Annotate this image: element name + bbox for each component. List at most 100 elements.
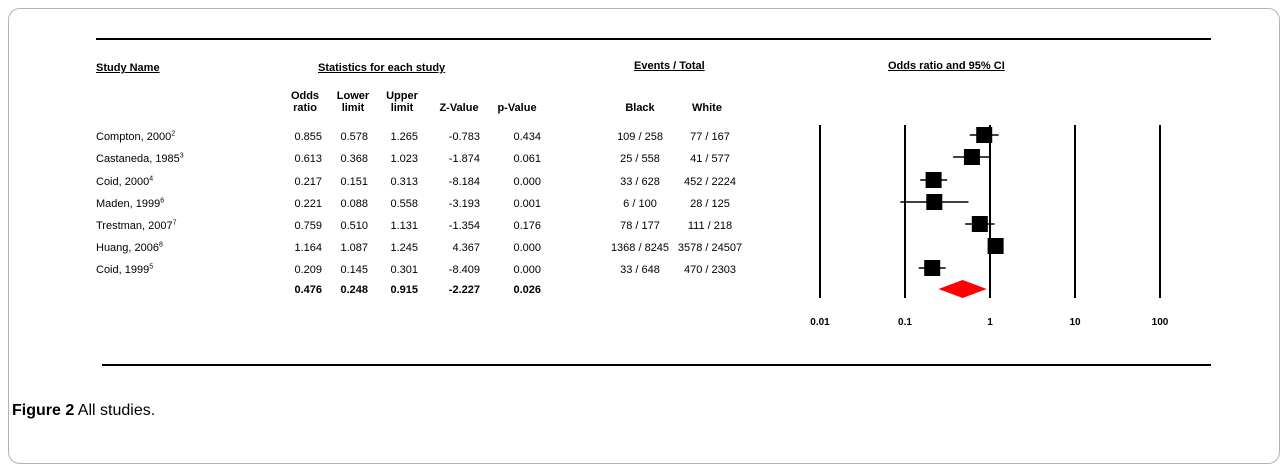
odds-ratio-marker — [925, 172, 942, 188]
odds-ratio-ci-header: Odds ratio and 95% CI — [888, 60, 1005, 72]
caption-text: All studies — [77, 402, 151, 419]
col-white: White — [692, 102, 722, 114]
study-upper-value: 1.265 — [390, 131, 418, 143]
study-white-value: 77 / 167 — [690, 131, 730, 143]
odds-ratio-marker — [971, 216, 988, 232]
study-upper-value: 0.301 — [390, 264, 418, 276]
study-white-value: 470 / 2303 — [684, 264, 736, 276]
x-tick-label: 0.1 — [898, 317, 912, 328]
study-z-value: -8.184 — [448, 176, 480, 188]
study-p-value: 0.434 — [513, 131, 541, 143]
study-black-value: 33 / 648 — [620, 264, 660, 276]
study-reference: 4 — [149, 175, 154, 183]
col-lower-line1: Lower — [336, 90, 370, 102]
study-name-text: Coid, 1999 — [96, 264, 150, 276]
study-upper-value: 1.023 — [390, 153, 418, 165]
study-upper-value: 1.131 — [390, 220, 418, 232]
study-or-value: 1.164 — [294, 242, 322, 254]
study-p-value: 0.000 — [513, 242, 541, 254]
study-p-value: 0.000 — [513, 264, 541, 276]
odds-ratio-marker — [926, 194, 943, 210]
study-upper-value: 1.245 — [390, 242, 418, 254]
summary-or: 0.476 — [294, 284, 322, 296]
study-black-value: 78 / 177 — [620, 220, 660, 232]
odds-ratio-marker — [963, 149, 980, 165]
col-z-value: Z-Value — [439, 102, 479, 114]
summary-lower: 0.248 — [340, 284, 368, 296]
summary-diamond — [938, 280, 987, 298]
study-or-value: 0.759 — [294, 220, 322, 232]
study-lower-value: 1.087 — [340, 242, 368, 254]
study-lower-value: 0.510 — [340, 220, 368, 232]
study-name: Maden, 19996 — [96, 197, 164, 210]
study-reference: 8 — [159, 241, 163, 249]
study-white-value: 452 / 2224 — [684, 176, 736, 188]
forest-plot: 0.01 0.1 1 10 100 — [810, 125, 1169, 328]
col-lower-limit: Lower limit — [332, 90, 374, 114]
study-name-header: Study Name — [96, 62, 160, 74]
study-p-value: 0.176 — [513, 220, 541, 232]
study-upper-value: 0.558 — [390, 198, 418, 210]
study-lower-value: 0.088 — [340, 198, 368, 210]
study-name: Compton, 20002 — [96, 130, 176, 143]
study-black-value: 109 / 258 — [617, 131, 663, 143]
x-tick-label: 1 — [987, 317, 993, 328]
study-name-text: Compton, 2000 — [96, 131, 172, 143]
study-reference: 2 — [171, 130, 176, 138]
study-z-value: -3.193 — [448, 198, 480, 210]
study-reference: 5 — [149, 263, 154, 271]
study-reference: 3 — [179, 152, 184, 160]
study-name-text: Huang, 2006 — [96, 242, 159, 254]
col-upper-line1: Upper — [386, 90, 418, 102]
study-black-value: 25 / 558 — [620, 153, 660, 165]
caption-figure-label: Figure 2 — [12, 402, 75, 419]
figure-frame — [8, 8, 1280, 464]
col-lower-line2: limit — [341, 102, 365, 114]
statistics-header: Statistics for each study — [318, 62, 446, 74]
figure-caption: Figure 2 All studies. — [12, 402, 155, 420]
caption-period: . — [150, 402, 156, 419]
study-lower-value: 0.151 — [340, 176, 368, 188]
study-or-value: 0.209 — [294, 264, 322, 276]
summary-z: -2.227 — [448, 284, 480, 296]
study-p-value: 0.061 — [513, 153, 541, 165]
study-name-text: Coid, 2000 — [96, 176, 150, 188]
study-name: Coid, 20004 — [96, 175, 154, 188]
study-z-value: -8.409 — [448, 264, 480, 276]
x-tick-label: 10 — [1069, 317, 1081, 328]
col-odds-line1: Odds — [290, 90, 320, 102]
odds-ratio-marker — [976, 127, 993, 143]
study-black-value: 1368 / 8245 — [610, 242, 670, 254]
col-black: Black — [625, 102, 655, 114]
events-total-header: Events / Total — [634, 60, 705, 72]
study-name-text: Trestman, 2007 — [96, 220, 173, 232]
top-rule — [96, 38, 1211, 40]
study-white-value: 41 / 577 — [690, 153, 730, 165]
x-tick-label: 100 — [1152, 317, 1169, 328]
study-white-value: 111 / 218 — [687, 220, 733, 232]
bottom-rule — [102, 364, 1211, 366]
study-or-value: 0.613 — [294, 153, 322, 165]
study-lower-value: 0.578 — [340, 131, 368, 143]
study-z-value: -1.874 — [448, 153, 480, 165]
study-name: Trestman, 20077 — [96, 219, 177, 232]
study-p-value: 0.000 — [513, 176, 541, 188]
study-or-value: 0.217 — [294, 176, 322, 188]
study-or-value: 0.855 — [294, 131, 322, 143]
summary-upper: 0.915 — [390, 284, 418, 296]
odds-ratio-marker — [987, 238, 1004, 254]
study-lower-value: 0.368 — [340, 153, 368, 165]
study-name: Castaneda, 19853 — [96, 152, 184, 165]
study-black-value: 6 / 100 — [623, 198, 657, 210]
col-odds-ratio: Odds ratio — [284, 90, 326, 114]
x-tick-label: 0.01 — [810, 317, 830, 328]
study-z-value: 4.367 — [452, 242, 480, 254]
col-p-value: p-Value — [497, 102, 537, 114]
study-reference: 7 — [172, 219, 177, 227]
study-name-text: Maden, 1999 — [96, 198, 161, 210]
study-lower-value: 0.145 — [340, 264, 368, 276]
study-upper-value: 0.313 — [390, 176, 418, 188]
study-or-value: 0.221 — [294, 198, 322, 210]
study-white-value: 28 / 125 — [690, 198, 730, 210]
study-z-value: -0.783 — [448, 131, 480, 143]
